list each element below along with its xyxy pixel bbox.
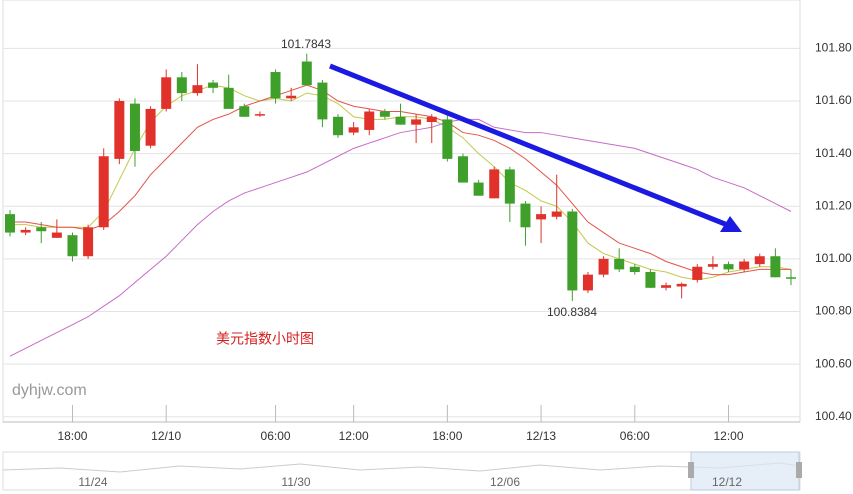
candle-body xyxy=(145,108,156,146)
candle-body xyxy=(192,85,203,94)
candle-body xyxy=(239,106,250,117)
candle-body xyxy=(551,211,562,217)
candle-body xyxy=(395,116,406,125)
candle-body xyxy=(739,261,750,270)
candle-body xyxy=(473,182,484,196)
x-tick-label: 18:00 xyxy=(432,429,462,443)
y-tick-label: 100.40 xyxy=(815,409,852,423)
candle-body xyxy=(614,258,625,270)
trend-arrowhead xyxy=(720,216,742,232)
candle-body xyxy=(333,116,344,136)
candle-body xyxy=(645,272,656,288)
candle-body xyxy=(51,232,62,238)
candle-body xyxy=(489,169,500,199)
x-tick-label: 12:00 xyxy=(339,429,369,443)
candle-body xyxy=(83,227,94,257)
candle-body xyxy=(114,100,125,159)
candle-body xyxy=(129,103,140,151)
chart-title: 美元指数小时图 xyxy=(216,331,314,347)
navigator-label: 12/12 xyxy=(712,475,742,489)
navigator-label: 11/30 xyxy=(281,475,310,489)
candle-body xyxy=(723,264,734,270)
x-tick-label: 06:00 xyxy=(620,429,650,443)
candle-body xyxy=(317,82,328,120)
candle-body xyxy=(161,77,172,109)
annotation: 100.8384 xyxy=(547,305,597,319)
candle-body xyxy=(5,214,15,233)
navigator-selection[interactable] xyxy=(690,451,800,491)
candle-body xyxy=(661,285,672,288)
candle-body xyxy=(520,203,531,228)
candle-body xyxy=(364,111,375,130)
x-tick-label: 12:00 xyxy=(714,429,744,443)
y-tick-label: 101.20 xyxy=(815,198,852,212)
candle-body xyxy=(223,87,234,109)
candle-body xyxy=(536,214,547,220)
y-tick-label: 100.60 xyxy=(815,356,852,370)
y-tick-label: 101.40 xyxy=(815,146,852,160)
candle-body xyxy=(286,95,297,99)
candle-body xyxy=(504,169,515,204)
candle-body xyxy=(754,256,765,265)
watermark: dyhjw.com xyxy=(12,382,87,399)
navigator-label: 12/06 xyxy=(490,475,520,489)
candle-body xyxy=(457,156,468,183)
annotation: 101.7843 xyxy=(281,37,331,51)
candle-body xyxy=(36,227,47,232)
navigator-handle[interactable] xyxy=(796,462,802,478)
candle-body xyxy=(707,264,718,267)
x-tick-label: 18:00 xyxy=(57,429,87,443)
navigator-handle[interactable] xyxy=(688,462,694,478)
candle-body xyxy=(426,116,437,123)
candle-body xyxy=(582,274,593,291)
x-tick-label: 06:00 xyxy=(261,429,291,443)
x-tick-label: 12/13 xyxy=(526,429,556,443)
candle-body xyxy=(67,235,78,257)
candle-body xyxy=(786,277,796,279)
candle-body xyxy=(208,82,219,88)
plot-frame xyxy=(2,0,801,423)
candle-body xyxy=(692,266,703,280)
candle-body xyxy=(176,77,187,94)
candle-body xyxy=(301,61,312,86)
candle-body xyxy=(379,111,390,117)
candle-body xyxy=(270,72,281,99)
navigator-label: 11/24 xyxy=(78,475,107,489)
candle-body xyxy=(770,256,781,278)
trend-arrow xyxy=(329,63,736,231)
candle-body xyxy=(254,114,265,116)
candle-body xyxy=(411,119,422,125)
candle-body xyxy=(98,156,109,228)
candle-body xyxy=(348,127,359,133)
y-tick-label: 100.80 xyxy=(815,304,852,318)
x-tick-label: 12/10 xyxy=(151,429,181,443)
candle-body xyxy=(598,258,609,275)
y-tick-label: 101.00 xyxy=(815,251,852,265)
ma-line xyxy=(9,118,792,357)
candle-body xyxy=(629,266,640,273)
candle-body xyxy=(20,229,31,233)
candle-body xyxy=(442,119,453,159)
y-tick-label: 101.60 xyxy=(815,93,852,107)
candle-body xyxy=(567,211,578,291)
y-tick-label: 101.80 xyxy=(815,41,852,55)
candle-body xyxy=(676,283,687,287)
navigator xyxy=(2,451,801,491)
